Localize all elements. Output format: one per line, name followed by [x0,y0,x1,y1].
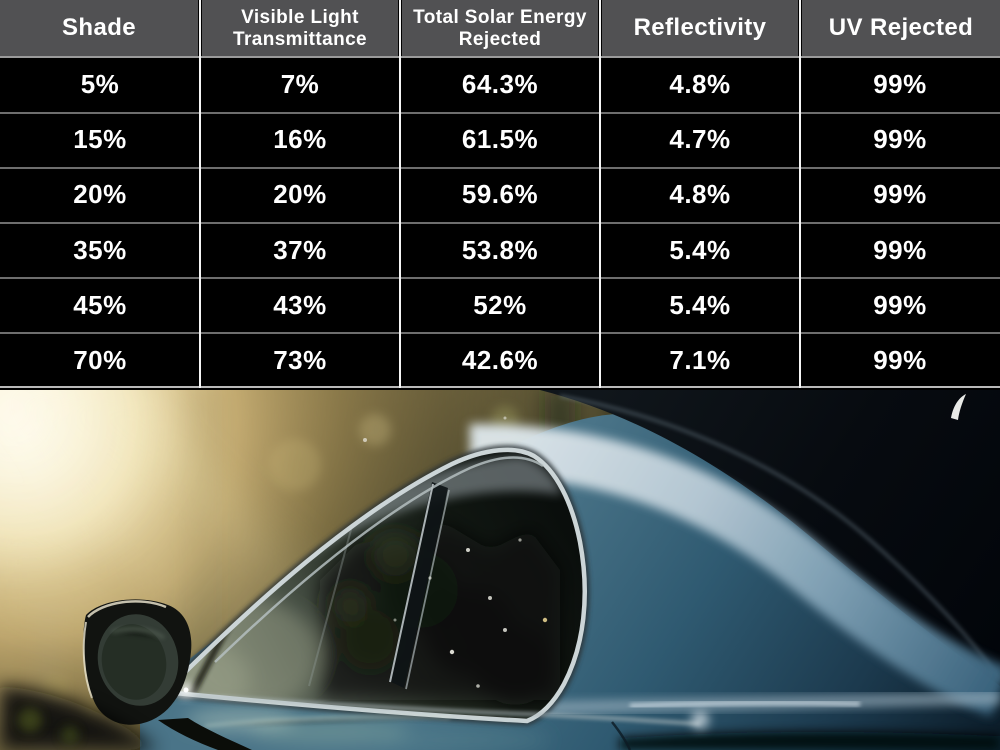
table-cell: 64.3% [461,69,539,100]
column-header-uv: UV Rejected [800,0,1000,57]
column-divider [199,0,201,388]
row-divider [0,222,1000,224]
sun-glint [691,711,709,729]
column-divider [399,0,401,388]
column-divider [599,0,601,388]
row-divider [0,112,1000,114]
table-cell: 15% [73,124,127,155]
table-cell: 99% [873,124,927,155]
table-cell: 99% [873,289,927,320]
table-cell: 59.6% [461,179,539,210]
table-cell: 7% [280,69,320,100]
column-divider [799,0,801,388]
row-divider [0,167,1000,169]
column-header-reflectivity: Reflectivity [600,0,800,57]
dust-specks [393,538,548,688]
table-cell: 99% [873,69,927,100]
table-cell: 45% [73,289,127,320]
table-cell: 4.8% [669,179,731,210]
row-divider [0,332,1000,334]
table-cell: 73% [273,344,327,375]
side-mirror [82,599,252,750]
tint-table: Shade Visible Light Transmittance Total … [0,0,1000,390]
table-cell: 99% [873,179,927,210]
table-bottom-border [0,386,1000,388]
table-cell: 4.8% [669,69,731,100]
chrome-window-trim [160,447,587,724]
table-cell: 53.8% [461,234,539,265]
windshield-dark-glass [540,390,1000,686]
column-header-vlt: Visible Light Transmittance [200,0,400,57]
car-photo [0,390,1000,750]
row-divider [0,277,1000,279]
column-header-shade: Shade [0,0,200,57]
table-cell: 52% [473,289,527,320]
row-divider [0,56,1000,58]
hood [185,710,632,750]
table-cell: 5.4% [669,234,731,265]
table-cell: 42.6% [461,344,539,375]
door-seam [611,721,632,750]
table-cell: 20% [273,179,327,210]
foreground-shrub [0,686,158,750]
table-cell: 5% [80,69,120,100]
car-photo-svg [0,390,1000,750]
table-cell: 61.5% [461,124,539,155]
table-cell: 37% [273,234,327,265]
column-header-tser: Total Solar Energy Rejected [400,0,600,57]
table-cell: 99% [873,234,927,265]
table-cell: 99% [873,344,927,375]
beltline-chrome [159,692,701,726]
table-cell: 35% [73,234,127,265]
table-cell: 5.4% [669,289,731,320]
table-cell: 20% [73,179,127,210]
table-cell: 70% [73,344,127,375]
b-pillar [389,482,448,688]
table-cell: 4.7% [669,124,731,155]
table-cell: 16% [273,124,327,155]
roof-highlight [469,423,1000,717]
tint-table-grid: Shade Visible Light Transmittance Total … [0,0,1000,375]
car-window [154,444,709,729]
antenna-fin [951,394,966,420]
table-cell: 7.1% [669,344,731,375]
table-cell: 43% [273,289,327,320]
